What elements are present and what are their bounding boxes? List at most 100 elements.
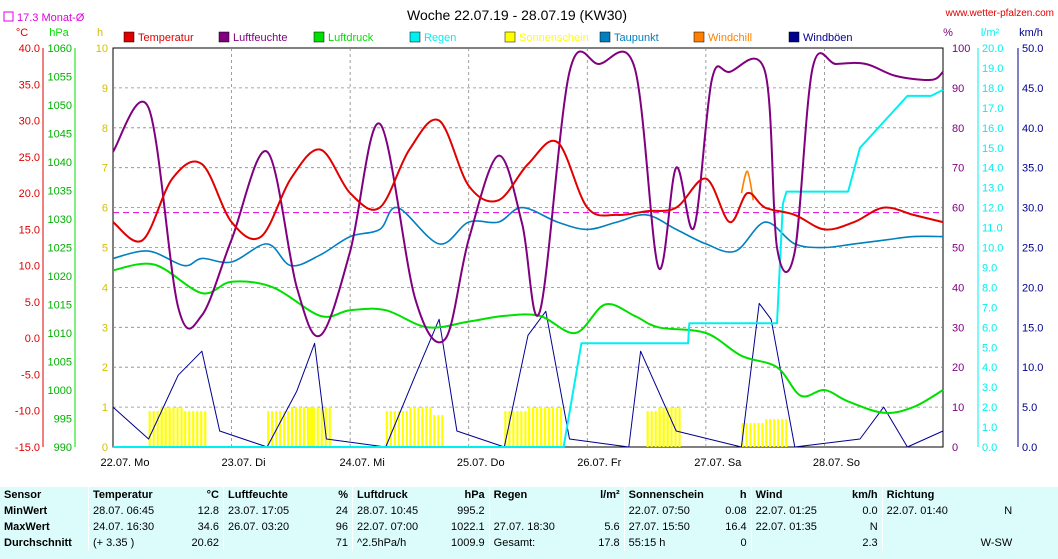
tick-label-temp: -10.0 [15, 406, 40, 418]
sunshine-bar [302, 407, 306, 447]
table-cell: Gesamt: [488, 535, 586, 551]
tick-label-temp: 20.0 [19, 188, 40, 200]
table-row-label: MinWert [4, 505, 48, 517]
tick-label-rain: 19.0 [982, 63, 1003, 75]
tick-label-rain: 3.0 [982, 382, 997, 394]
sunshine-bar [773, 419, 776, 447]
table-header-unit: h [739, 489, 747, 501]
sunshine-bar [405, 411, 408, 447]
axis-unit-temp_c: °C [16, 27, 28, 39]
tick-label-sun: 0 [102, 442, 108, 454]
sunshine-bar [777, 419, 780, 447]
axis-unit-sun_h: h [97, 27, 103, 39]
table-cell [881, 535, 977, 551]
sunshine-bar [662, 407, 665, 447]
sunshine-bar [421, 415, 424, 447]
sunshine-bar [674, 407, 677, 447]
sunshine-bar [745, 423, 748, 447]
sunshine-bar [294, 407, 298, 447]
sunshine-bar [279, 411, 282, 447]
tick-label-pressure: 1005 [48, 357, 72, 369]
tick-label-pressure: 1060 [48, 43, 72, 55]
table-cell-value: 1009.9 [451, 537, 485, 549]
axis-unit-rain_lm2: l/m² [981, 27, 1000, 39]
tick-label-wind: 35.0 [1022, 163, 1043, 175]
table-cell [488, 503, 586, 519]
tick-label-sun: 4 [102, 282, 108, 294]
legend-swatch-2 [313, 31, 325, 43]
x-tick-label: 26.07. Fr [577, 457, 621, 469]
tick-label-rain: 16.0 [982, 123, 1003, 135]
tick-label-rain: 8.0 [982, 282, 997, 294]
tick-label-rain: 17.0 [982, 103, 1003, 115]
sunshine-bar [425, 415, 428, 447]
legend: Temperatur Luftfeuchte Luftdruck Regen Sonne… [123, 31, 853, 44]
tick-label-pressure: 1045 [48, 129, 72, 141]
table-header-cell: Regen [488, 487, 586, 503]
sunshine-bar [670, 407, 673, 447]
sunshine-bar [437, 415, 440, 447]
table-header-unit: l/m² [600, 489, 620, 501]
sunshine-bar [287, 411, 290, 447]
table-header-row: Sensor Temperatur °C Luftfeuchte% Luftdruck h… [0, 487, 1016, 503]
tick-label-rain: 1.0 [982, 422, 997, 434]
tick-label-humidity: 10 [952, 402, 964, 414]
tick-label-sun: 5 [102, 243, 108, 255]
table-header-cell: Temperatur [88, 487, 187, 503]
sunshine-bar [188, 411, 191, 447]
sunshine-bar [520, 411, 523, 447]
tick-label-wind: 20.0 [1022, 282, 1043, 294]
tick-label-pressure: 1015 [48, 300, 72, 312]
x-tick-label: 25.07. Do [457, 457, 505, 469]
tick-label-humidity: 50 [952, 243, 964, 255]
table-cell-value [586, 503, 625, 519]
tick-label-rain: 7.0 [982, 302, 997, 314]
axes: 40.035.030.025.020.015.010.05.00.0-5.0-1… [15, 43, 1044, 469]
legend-label-7: Windböen [803, 32, 853, 44]
table-header-cell: Wind [750, 487, 846, 503]
sunshine-bar [320, 407, 323, 447]
sunshine-bar [646, 411, 649, 447]
tick-label-rain: 4.0 [982, 362, 997, 374]
legend-swatch-1 [218, 31, 230, 43]
tick-label-rain: 0.0 [982, 442, 997, 454]
legend-swatch-4 [504, 31, 516, 43]
sunshine-bar [192, 411, 195, 447]
series-luftdruck [112, 262, 944, 414]
tick-label-pressure: 990 [54, 442, 72, 454]
series-taupunkt [112, 206, 944, 267]
tick-label-humidity: 100 [952, 43, 970, 55]
tick-label-wind: 15.0 [1022, 322, 1043, 334]
sunshine-bar [176, 407, 179, 447]
table-header-unit: % [338, 489, 348, 501]
tick-label-pressure: 1035 [48, 186, 72, 198]
tick-label-temp: 30.0 [19, 116, 40, 128]
table-cell: 28.07. 06:45 [88, 503, 187, 519]
sunshine-bar [528, 407, 531, 447]
table-cell: 55:15 h [623, 535, 721, 551]
site-url[interactable]: www.wetter-pfalzen.com [945, 8, 1054, 19]
sunshine-bar [781, 419, 784, 447]
tick-label-temp: 25.0 [19, 152, 40, 164]
axis-unit-pressure_hpa: hPa [49, 27, 69, 39]
tick-label-temp: 15.0 [19, 224, 40, 236]
tick-label-wind: 40.0 [1022, 123, 1043, 135]
sunshine-bar [148, 411, 151, 447]
statistics-table: Sensor Temperatur °C Luftfeuchte% Luftdruck h… [0, 487, 1058, 559]
table-cell-value: 16.4 [725, 521, 747, 533]
x-tick-label: 23.07. Di [222, 457, 266, 469]
tick-label-humidity: 90 [952, 83, 964, 95]
sunshine-bar [298, 407, 302, 447]
table-row-label: MaxWert [4, 521, 50, 533]
tick-label-sun: 8 [102, 123, 108, 135]
table-cell [750, 535, 846, 551]
table-cell: 22.07. 01:40 [881, 503, 977, 519]
table-cell-value: 2.3 [862, 537, 878, 549]
table-cell-value: 0.08 [725, 505, 747, 517]
tick-label-pressure: 1050 [48, 100, 72, 112]
legend-swatch-6 [693, 31, 705, 43]
table-cell: 22.07. 07:00 [352, 519, 447, 535]
sunshine-bar [508, 411, 511, 447]
tick-label-sun: 10 [96, 43, 108, 55]
table-header-cell: Luftfeuchte [223, 487, 324, 503]
